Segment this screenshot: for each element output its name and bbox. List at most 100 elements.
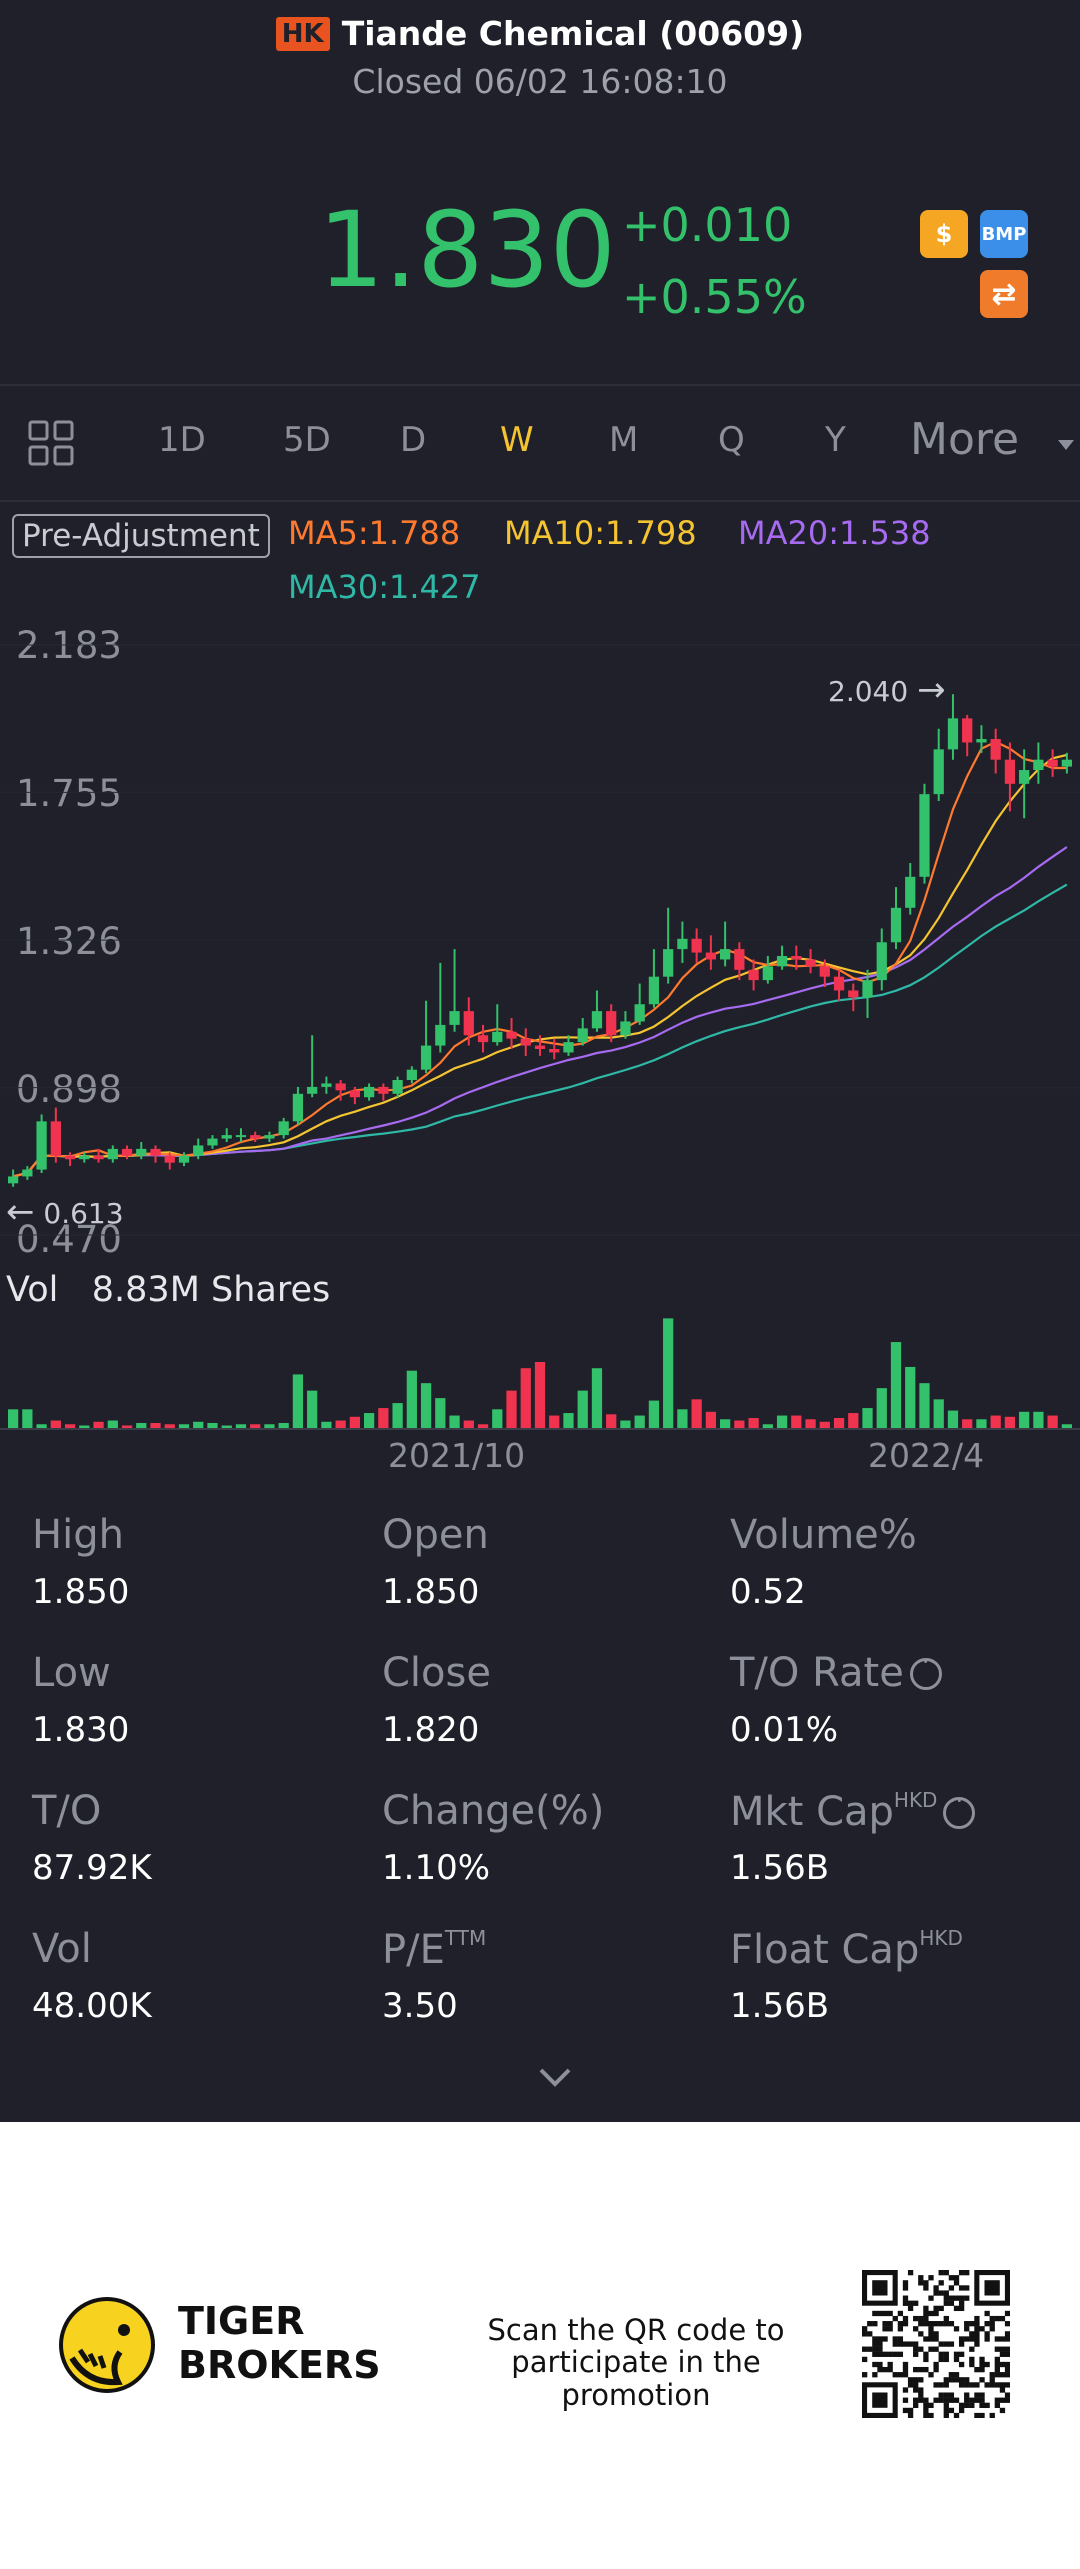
qr-module <box>892 2341 898 2347</box>
qr-module <box>969 2397 975 2403</box>
qr-module <box>943 2290 949 2296</box>
tab-d[interactable]: D <box>400 420 427 460</box>
candle-body <box>648 976 660 1005</box>
volume-bar <box>363 1413 375 1428</box>
qr-module <box>892 2315 898 2322</box>
qr-module <box>862 2356 868 2363</box>
promo-text: Scan the QR code to participate in the p… <box>487 2313 785 2412</box>
qr-module <box>887 2361 893 2368</box>
candle-body <box>321 1083 332 1087</box>
candle-body <box>221 1135 232 1139</box>
qr-module <box>877 2361 883 2368</box>
qr-module <box>958 2300 965 2306</box>
bmp-icon[interactable]: BMP <box>980 210 1028 258</box>
price-change-percent: +0.55% <box>622 270 807 324</box>
volume-bar <box>976 1419 987 1428</box>
qr-module <box>928 2326 934 2332</box>
qr-module <box>984 2336 990 2342</box>
qr-module <box>938 2382 944 2388</box>
qr-module <box>913 2402 919 2408</box>
qr-module <box>943 2321 949 2327</box>
qr-module <box>948 2392 955 2398</box>
layout-grid-icon[interactable] <box>28 420 74 466</box>
qr-module <box>918 2377 924 2383</box>
qr-module <box>882 2310 888 2317</box>
qr-module <box>994 2366 1000 2373</box>
toolbar-divider <box>0 500 1080 502</box>
volume-bar <box>264 1424 275 1428</box>
pre-adjustment-button[interactable]: Pre-Adjustment <box>12 514 270 558</box>
volume-bar <box>477 1424 489 1428</box>
qr-module <box>892 2336 898 2342</box>
volume-bar <box>50 1420 61 1428</box>
volume-bar <box>606 1414 617 1428</box>
low-marker: ← 0.613 <box>6 1192 124 1232</box>
candle-body <box>976 739 987 743</box>
candlestick-chart[interactable] <box>0 600 1080 1430</box>
volume-bar <box>1004 1416 1016 1428</box>
qr-module <box>984 2382 990 2388</box>
qr-module <box>923 2321 929 2327</box>
qr-module <box>1004 2336 1010 2342</box>
dollar-icon[interactable]: $ <box>920 210 968 258</box>
tiger-logo-icon <box>59 2297 155 2393</box>
volume-bar <box>36 1424 47 1428</box>
qr-module <box>923 2336 929 2342</box>
qr-module <box>1004 2392 1010 2398</box>
qr-module <box>943 2392 949 2398</box>
candle-body <box>563 1042 574 1053</box>
candle-body <box>990 739 1001 760</box>
qr-module <box>918 2392 924 2398</box>
qr-module <box>938 2397 944 2403</box>
volume-bar <box>833 1418 845 1428</box>
qr-module <box>969 2336 975 2342</box>
qr-module <box>953 2372 960 2378</box>
qr-module <box>979 2412 985 2418</box>
qr-code[interactable] <box>862 2270 1010 2418</box>
candle-body <box>520 1038 531 1046</box>
tab-more[interactable]: More <box>910 414 1020 465</box>
exchange-icon[interactable]: ⇄ <box>980 270 1028 318</box>
candle-body <box>435 1024 446 1046</box>
volume-bar <box>435 1398 446 1428</box>
qr-module <box>958 2295 965 2301</box>
expand-chevron-icon[interactable] <box>538 2066 572 2088</box>
tab-1d[interactable]: 1D <box>158 420 206 460</box>
qr-module <box>953 2412 960 2418</box>
qr-module <box>902 2397 909 2403</box>
volume-bar <box>250 1424 261 1428</box>
qr-module <box>918 2280 924 2286</box>
stat-open-label: Open <box>382 1512 489 1558</box>
info-icon[interactable] <box>909 1657 942 1690</box>
volume-bar <box>705 1411 717 1428</box>
volume-label: Vol 8.83M Shares <box>6 1270 331 1310</box>
qr-module <box>943 2300 949 2306</box>
qr-module <box>989 2315 995 2322</box>
qr-module <box>948 2377 955 2383</box>
qr-module <box>953 2326 960 2332</box>
qr-module <box>897 2321 904 2327</box>
tab-m[interactable]: M <box>609 420 639 460</box>
candle-body <box>933 749 944 795</box>
qr-module <box>913 2351 919 2357</box>
candle-body <box>919 794 930 877</box>
tab-q[interactable]: Q <box>718 420 745 460</box>
qr-module <box>918 2366 924 2373</box>
qr-module <box>877 2341 883 2347</box>
qr-module <box>979 2326 985 2332</box>
qr-module <box>969 2361 975 2368</box>
brand-name: TIGER BROKERS <box>178 2299 381 2387</box>
chevron-down-icon[interactable] <box>1056 438 1076 452</box>
qr-module <box>999 2336 1006 2342</box>
stat-turnover-rate-value: 0.01% <box>730 1710 839 1750</box>
tab-w[interactable]: W <box>500 420 534 460</box>
tab-5d[interactable]: 5D <box>283 420 331 460</box>
qr-module <box>907 2300 914 2306</box>
ma5-line <box>12 740 1067 1178</box>
qr-module <box>907 2270 914 2276</box>
candle-body <box>947 718 959 750</box>
tab-y[interactable]: Y <box>825 420 846 460</box>
volume-bar <box>776 1415 788 1428</box>
info-icon[interactable] <box>943 1796 976 1829</box>
qr-module <box>902 2280 909 2286</box>
